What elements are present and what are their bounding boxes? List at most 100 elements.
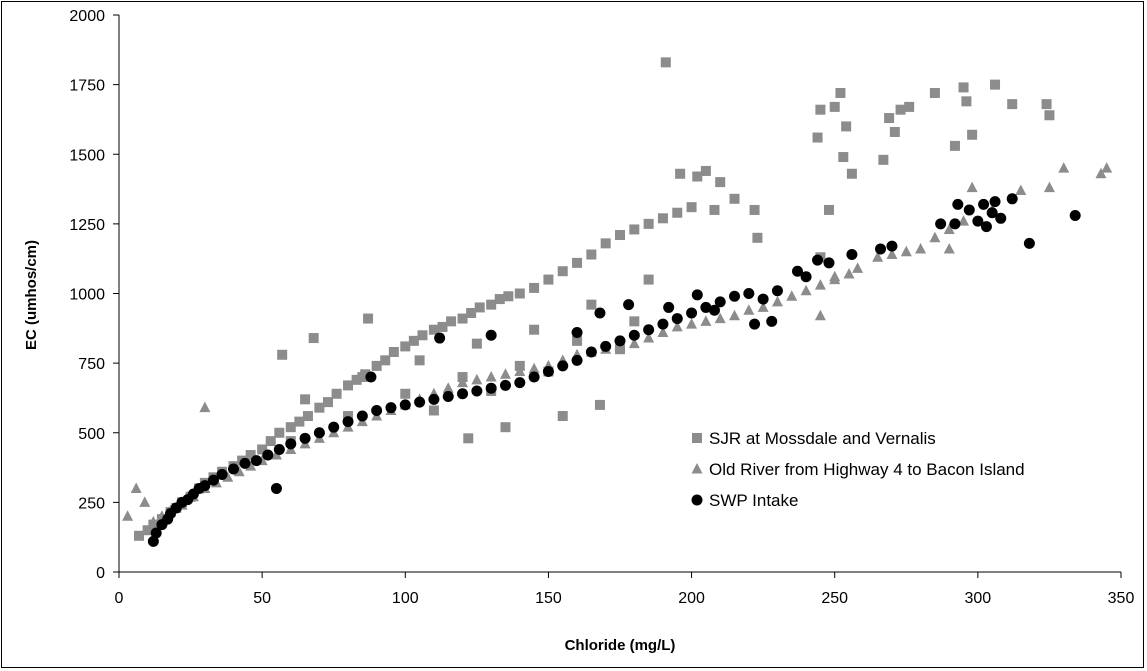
triangle-point xyxy=(843,268,855,279)
triangle-point xyxy=(245,460,257,471)
square-point xyxy=(572,335,583,346)
square-point xyxy=(904,101,915,112)
triangle-point xyxy=(643,332,655,343)
legend-marker-triangle xyxy=(691,463,703,474)
square-point xyxy=(958,82,969,93)
circle-point xyxy=(729,290,741,302)
square-point xyxy=(142,525,153,536)
circle-point xyxy=(643,324,655,336)
triangle-point xyxy=(900,245,912,257)
triangle-point xyxy=(743,304,755,315)
legend: SJR at Mossdale and Vernalis Old River fr… xyxy=(691,429,1025,510)
circle-point xyxy=(886,240,898,252)
square-point xyxy=(692,171,703,182)
circle-point xyxy=(557,360,569,372)
square-point xyxy=(672,207,683,218)
square-point xyxy=(752,232,763,243)
triangle-point xyxy=(958,215,970,226)
square-point xyxy=(660,57,671,68)
square-point xyxy=(322,397,333,408)
x-tick-label: 100 xyxy=(392,590,419,607)
circle-point xyxy=(365,371,377,383)
square-point xyxy=(474,302,485,313)
square-point xyxy=(815,104,826,115)
circle-point xyxy=(542,365,554,377)
square-point xyxy=(835,87,846,98)
triangle-point xyxy=(130,482,142,493)
square-point xyxy=(265,436,276,447)
axes xyxy=(113,14,1122,578)
circle-point xyxy=(686,307,698,319)
circle-point xyxy=(800,271,812,283)
circle-point xyxy=(399,399,411,411)
square-point xyxy=(503,291,514,302)
square-point xyxy=(643,274,654,285)
square-point xyxy=(629,316,640,327)
legend-marker-circle xyxy=(691,494,703,506)
triangle-point xyxy=(729,309,741,321)
circle-point xyxy=(952,198,964,210)
triangle-point xyxy=(457,376,469,388)
triangle-point xyxy=(485,371,497,382)
triangle-point xyxy=(528,362,540,374)
triangle-point xyxy=(829,270,841,282)
square-point xyxy=(700,165,711,176)
square-point xyxy=(557,266,568,277)
triangle-point xyxy=(514,365,526,376)
circle-point xyxy=(791,265,803,277)
triangle-point xyxy=(499,368,511,379)
triangle-point xyxy=(943,223,955,234)
square-point xyxy=(657,213,668,224)
square-point xyxy=(446,316,457,327)
square-point xyxy=(715,177,726,188)
y-tick-label: 750 xyxy=(78,356,105,373)
square-point xyxy=(500,422,511,433)
triangle-point xyxy=(872,251,884,262)
circle-point xyxy=(1069,210,1081,222)
square-point xyxy=(285,422,296,433)
triangle-point xyxy=(1095,167,1107,179)
x-axis-title: Chloride (mg/L) xyxy=(565,637,676,654)
square-point xyxy=(586,249,597,260)
y-tick-label: 1250 xyxy=(69,217,105,234)
y-tick-label: 500 xyxy=(78,426,105,443)
circle-point xyxy=(671,313,683,325)
circle-point xyxy=(442,391,454,403)
circle-point xyxy=(623,299,635,311)
circle-point xyxy=(270,482,282,494)
y-axis-title: EC (umhos/cm) xyxy=(23,240,40,350)
circle-point xyxy=(812,254,824,266)
square-point xyxy=(331,388,342,399)
triangle-point xyxy=(442,382,454,393)
square-point xyxy=(471,338,482,349)
square-point xyxy=(929,87,940,98)
circle-point xyxy=(299,432,311,444)
circle-point xyxy=(614,335,626,347)
y-tick-label: 2000 xyxy=(69,8,105,25)
circle-point xyxy=(216,469,228,481)
circle-point xyxy=(285,438,297,450)
square-point xyxy=(686,202,697,213)
circle-point xyxy=(342,416,354,428)
square-point xyxy=(990,79,1001,90)
circle-point xyxy=(995,212,1007,224)
circle-point xyxy=(980,221,992,233)
square-point xyxy=(357,372,368,383)
legend-label: Old River from Highway 4 to Bacon Island xyxy=(709,460,1025,479)
legend-label: SJR at Mossdale and Vernalis xyxy=(709,429,936,448)
triangle-point xyxy=(471,373,483,385)
circle-point xyxy=(571,354,583,366)
y-tick-label: 0 xyxy=(96,565,105,582)
square-point xyxy=(967,129,978,140)
square-point xyxy=(749,204,760,215)
triangle-point xyxy=(800,284,812,296)
square-point xyxy=(709,204,720,215)
circle-point xyxy=(935,218,947,230)
square-point xyxy=(1007,99,1018,110)
circle-point xyxy=(514,377,526,389)
square-point xyxy=(437,321,448,332)
x-tick-label: 350 xyxy=(1108,590,1135,607)
triangle-point xyxy=(771,295,783,307)
triangle-point xyxy=(1058,162,1070,173)
triangle-point xyxy=(122,510,134,521)
